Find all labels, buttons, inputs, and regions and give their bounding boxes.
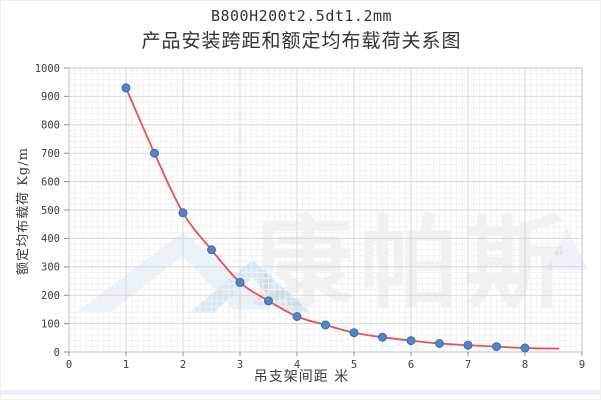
svg-text:0: 0 <box>54 347 60 359</box>
svg-text:5: 5 <box>351 359 357 371</box>
data-point <box>463 340 473 350</box>
svg-text:500: 500 <box>41 205 60 217</box>
svg-text:800: 800 <box>41 120 60 132</box>
data-point <box>349 328 359 338</box>
data-point <box>150 148 159 158</box>
data-point <box>121 83 131 93</box>
svg-text:8: 8 <box>522 359 528 371</box>
chart-title-model: B800H200t2.5dt1.2mm <box>210 7 393 25</box>
svg-text:2: 2 <box>180 359 186 371</box>
data-point <box>378 332 387 342</box>
svg-text:4: 4 <box>294 359 300 371</box>
svg-text:100: 100 <box>41 318 60 330</box>
svg-text:300: 300 <box>41 262 60 274</box>
data-point <box>207 245 216 255</box>
trendline <box>125 87 560 350</box>
y-axis-title: 额定均布载荷 Kg/m <box>16 147 31 275</box>
data-point <box>520 343 530 353</box>
data-point <box>178 208 188 218</box>
svg-text:6: 6 <box>408 359 414 371</box>
svg-text:400: 400 <box>41 233 60 245</box>
data-point <box>406 336 416 346</box>
data-point <box>435 339 444 348</box>
chart-title-subtitle: 产品安装跨距和额定均布载荷关系图 <box>141 30 462 52</box>
svg-text:700: 700 <box>41 148 60 160</box>
svg-text:1: 1 <box>123 359 129 371</box>
svg-text:900: 900 <box>41 91 60 103</box>
data-point <box>321 320 330 330</box>
data-point <box>492 342 501 352</box>
svg-text:0: 0 <box>66 359 72 371</box>
svg-text:600: 600 <box>41 176 60 188</box>
data-point <box>264 296 273 306</box>
data-point <box>235 277 245 287</box>
svg-text:1000: 1000 <box>35 63 60 75</box>
x-axis-title: 吊支架间距 米 <box>253 369 350 385</box>
svg-text:200: 200 <box>41 290 60 302</box>
data-point <box>292 312 302 321</box>
svg-text:7: 7 <box>465 359 471 371</box>
bottom-accent-bar <box>1 390 600 395</box>
svg-text:9: 9 <box>579 359 585 371</box>
svg-text:3: 3 <box>237 359 243 371</box>
